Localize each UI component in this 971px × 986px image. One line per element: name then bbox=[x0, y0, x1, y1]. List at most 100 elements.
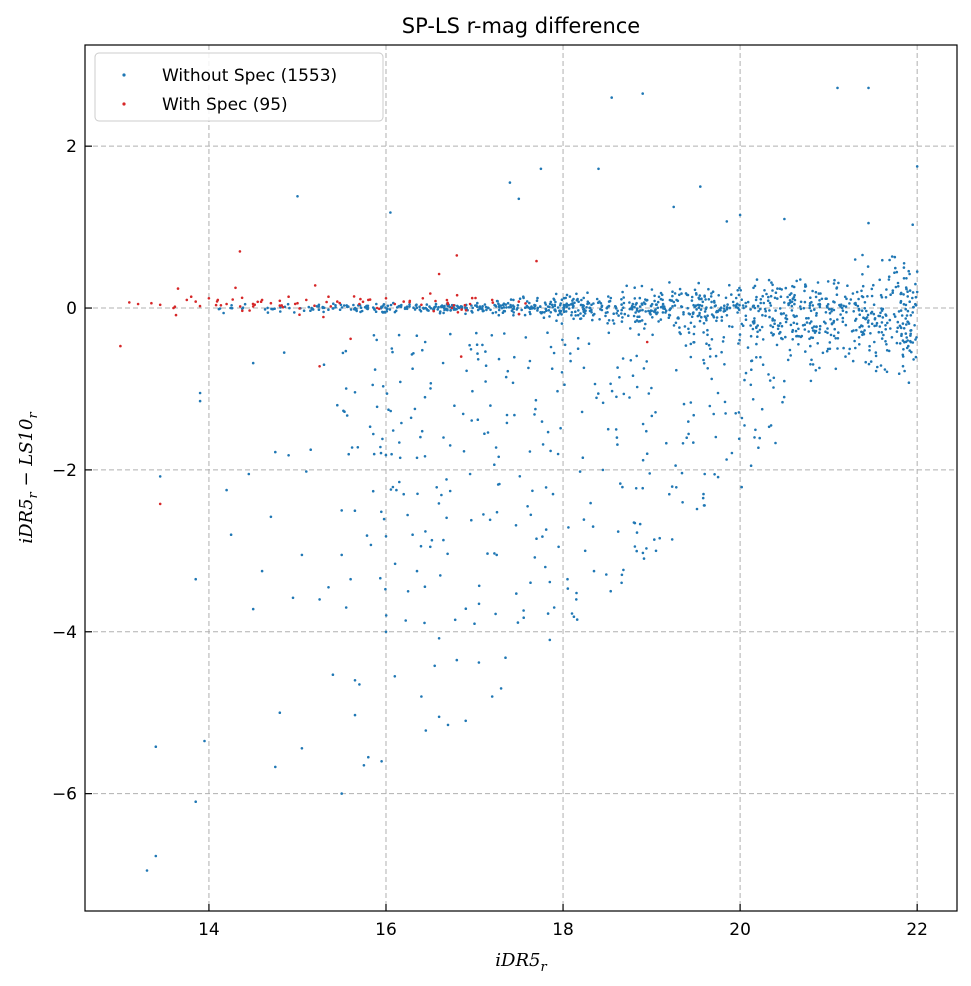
point-without-spec bbox=[753, 321, 756, 325]
point-without-spec bbox=[756, 330, 759, 334]
point-without-spec bbox=[879, 364, 883, 367]
point-without-spec bbox=[737, 293, 741, 297]
point-without-spec bbox=[498, 306, 501, 309]
point-without-spec bbox=[724, 296, 728, 300]
point-without-spec bbox=[251, 361, 255, 365]
point-without-spec bbox=[707, 287, 710, 291]
point-without-spec bbox=[495, 510, 499, 514]
point-without-spec bbox=[317, 308, 321, 312]
point-without-spec bbox=[574, 314, 577, 317]
point-without-spec bbox=[848, 347, 851, 351]
point-without-spec bbox=[905, 323, 908, 326]
point-with-spec bbox=[278, 304, 282, 307]
point-without-spec bbox=[390, 452, 393, 456]
point-without-spec bbox=[327, 586, 330, 589]
point-without-spec bbox=[659, 291, 663, 295]
point-without-spec bbox=[795, 314, 798, 318]
point-without-spec bbox=[560, 322, 564, 325]
point-without-spec bbox=[818, 324, 822, 328]
point-without-spec bbox=[811, 363, 815, 366]
y-axis-label-minus: − LS10 bbox=[16, 419, 37, 493]
point-without-spec bbox=[572, 615, 576, 618]
point-without-spec bbox=[391, 350, 394, 354]
point-without-spec bbox=[743, 378, 746, 382]
point-without-spec bbox=[870, 294, 874, 298]
point-without-spec bbox=[496, 483, 500, 486]
point-without-spec bbox=[571, 303, 575, 307]
point-without-spec bbox=[445, 516, 448, 520]
point-without-spec bbox=[670, 299, 674, 302]
point-without-spec bbox=[901, 364, 905, 368]
point-without-spec bbox=[391, 429, 395, 432]
point-without-spec bbox=[385, 392, 389, 395]
point-without-spec bbox=[638, 296, 642, 300]
point-without-spec bbox=[857, 308, 861, 312]
point-without-spec bbox=[696, 314, 700, 318]
point-without-spec bbox=[914, 295, 918, 299]
point-without-spec bbox=[497, 308, 501, 312]
point-without-spec bbox=[754, 428, 757, 432]
point-without-spec bbox=[901, 353, 905, 357]
point-without-spec bbox=[400, 303, 403, 307]
point-without-spec bbox=[810, 358, 813, 362]
point-without-spec bbox=[759, 301, 762, 305]
point-without-spec bbox=[824, 311, 828, 314]
point-without-spec bbox=[873, 340, 876, 344]
point-without-spec bbox=[484, 364, 488, 368]
point-with-spec bbox=[429, 292, 432, 295]
point-without-spec bbox=[384, 587, 387, 591]
point-with-spec bbox=[329, 305, 333, 308]
point-without-spec bbox=[427, 309, 430, 312]
point-without-spec bbox=[393, 562, 397, 566]
point-without-spec bbox=[604, 314, 607, 318]
point-without-spec bbox=[513, 413, 516, 417]
point-without-spec bbox=[799, 335, 803, 339]
point-without-spec bbox=[780, 288, 783, 291]
point-without-spec bbox=[872, 283, 875, 287]
point-without-spec bbox=[241, 306, 245, 310]
point-without-spec bbox=[767, 295, 770, 299]
point-without-spec bbox=[656, 306, 660, 310]
point-without-spec bbox=[773, 296, 777, 300]
y-tick-label: −4 bbox=[52, 623, 77, 643]
point-without-spec bbox=[481, 305, 484, 308]
point-without-spec bbox=[706, 367, 709, 370]
point-without-spec bbox=[564, 310, 568, 313]
point-without-spec bbox=[247, 472, 251, 476]
point-without-spec bbox=[505, 413, 509, 417]
point-without-spec bbox=[754, 298, 758, 302]
point-without-spec bbox=[430, 538, 434, 542]
point-without-spec bbox=[654, 549, 658, 553]
point-without-spec bbox=[353, 713, 357, 717]
point-without-spec bbox=[900, 332, 903, 336]
point-without-spec bbox=[641, 422, 645, 426]
point-with-spec bbox=[313, 304, 316, 308]
point-without-spec bbox=[689, 355, 693, 359]
point-without-spec bbox=[884, 313, 887, 316]
point-without-spec bbox=[738, 303, 741, 307]
point-without-spec bbox=[889, 327, 892, 330]
point-without-spec bbox=[844, 323, 848, 327]
point-without-spec bbox=[653, 538, 656, 541]
point-without-spec bbox=[746, 300, 750, 304]
point-without-spec bbox=[484, 380, 487, 383]
point-with-spec bbox=[158, 303, 162, 307]
point-without-spec bbox=[622, 306, 625, 310]
point-without-spec bbox=[783, 379, 786, 383]
point-without-spec bbox=[882, 333, 885, 337]
point-without-spec bbox=[362, 764, 366, 767]
point-without-spec bbox=[860, 289, 863, 293]
point-without-spec bbox=[512, 305, 516, 309]
point-without-spec bbox=[689, 321, 693, 325]
point-without-spec bbox=[656, 311, 659, 314]
point-without-spec bbox=[744, 371, 748, 375]
point-without-spec bbox=[726, 303, 729, 306]
point-without-spec bbox=[722, 307, 726, 310]
point-without-spec bbox=[493, 552, 496, 555]
point-without-spec bbox=[740, 322, 743, 326]
point-without-spec bbox=[575, 298, 579, 302]
point-without-spec bbox=[260, 569, 264, 573]
point-without-spec bbox=[702, 322, 706, 325]
point-without-spec bbox=[904, 303, 908, 307]
